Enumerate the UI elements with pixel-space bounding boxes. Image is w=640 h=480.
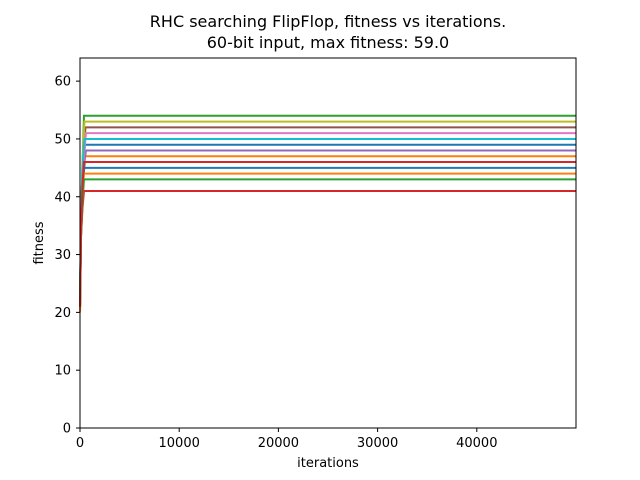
y-tick-label: 20 <box>54 306 71 321</box>
x-tick-label: 40000 <box>456 436 497 451</box>
series-line-6 <box>79 126 576 301</box>
y-tick-label: 30 <box>54 248 71 263</box>
series-line-12 <box>79 172 576 313</box>
series-line-13 <box>79 178 576 307</box>
series-line-4 <box>79 189 576 313</box>
x-tick-label: 30000 <box>357 436 398 451</box>
y-tick-label: 40 <box>54 190 71 205</box>
x-tick-label: 10000 <box>159 436 200 451</box>
series-line-10 <box>79 137 576 301</box>
y-axis-label: fitness <box>32 221 47 264</box>
y-tick-label: 10 <box>54 364 71 379</box>
x-tick-label: 0 <box>76 436 84 451</box>
x-axis-ticks: 0 10000 20000 30000 40000 <box>76 428 497 451</box>
series-layer <box>79 114 576 313</box>
series-line-7 <box>79 132 576 313</box>
chart-subtitle: 60-bit input, max fitness: 59.0 <box>207 33 449 52</box>
y-axis-ticks: 0 10 20 30 40 50 60 <box>54 75 80 437</box>
y-tick-label: 0 <box>63 422 71 437</box>
series-line-11 <box>79 166 576 307</box>
x-tick-label: 20000 <box>258 436 299 451</box>
series-line-8 <box>79 161 576 307</box>
y-tick-label: 50 <box>54 132 71 147</box>
y-tick-label: 60 <box>54 75 71 90</box>
chart-title: RHC searching FlipFlop, fitness vs itera… <box>150 12 506 31</box>
plot-frame <box>79 57 577 429</box>
x-axis-label: iterations <box>297 456 359 471</box>
series-line-14 <box>79 161 576 307</box>
